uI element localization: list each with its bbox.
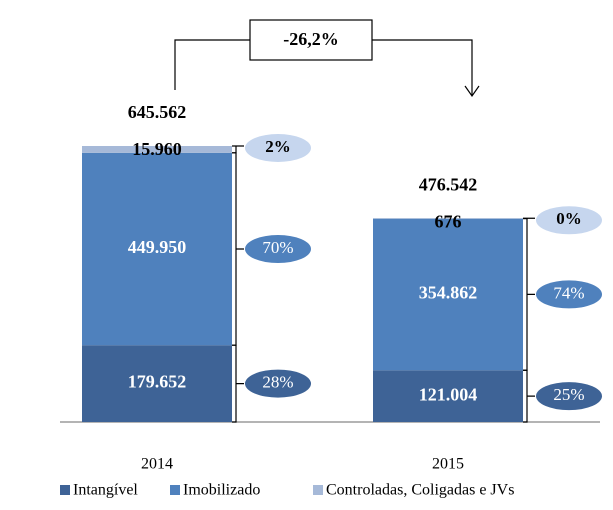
change-box [249, 19, 373, 61]
share-label: 28% [262, 373, 293, 392]
share-label: 25% [553, 385, 584, 404]
value-label: 179.652 [128, 372, 187, 392]
bracket [523, 217, 535, 371]
bar-segment [82, 345, 232, 422]
total-label: 476.542 [419, 174, 478, 194]
bracket [174, 39, 250, 90]
share-bubble [536, 206, 602, 235]
share-bubble [245, 235, 311, 264]
legend-label: Imobilizado [183, 482, 260, 499]
share-bubble [536, 382, 602, 411]
share-bubble [245, 134, 311, 162]
legend-label: Intangível [73, 482, 138, 499]
bracket [372, 39, 473, 95]
bar-segment [82, 146, 232, 153]
bar-segment [82, 152, 232, 346]
total-label: 645.562 [128, 102, 187, 122]
value-label: 676 [435, 211, 462, 231]
value-label: 15.960 [132, 139, 182, 159]
bar-segment [373, 370, 523, 422]
share-label: 70% [262, 238, 293, 257]
legend-swatch [170, 485, 180, 495]
share-label: 0% [556, 209, 582, 228]
bar-segment [373, 218, 523, 219]
share-label: 2% [265, 137, 291, 156]
change-annotation: -26,2% [174, 19, 480, 98]
legend-swatch [60, 485, 70, 495]
bracket [232, 145, 244, 154]
value-label: 354.862 [419, 283, 478, 303]
share-bubble [245, 369, 311, 398]
bar-segment [373, 218, 523, 371]
change-label: -26,2% [283, 29, 339, 49]
value-label: 121.004 [419, 384, 478, 404]
bracket [232, 152, 244, 346]
legend-swatch [313, 485, 323, 495]
x-tick-label: 2015 [432, 456, 464, 473]
bracket [232, 344, 244, 423]
share-label: 74% [553, 283, 584, 302]
bracket [523, 369, 535, 423]
arrow-head [464, 85, 480, 98]
value-label: 449.950 [128, 237, 187, 257]
x-tick-label: 2014 [141, 456, 173, 473]
share-bubble [536, 280, 602, 309]
legend-label: Controladas, Coligadas e JVs [326, 482, 514, 499]
